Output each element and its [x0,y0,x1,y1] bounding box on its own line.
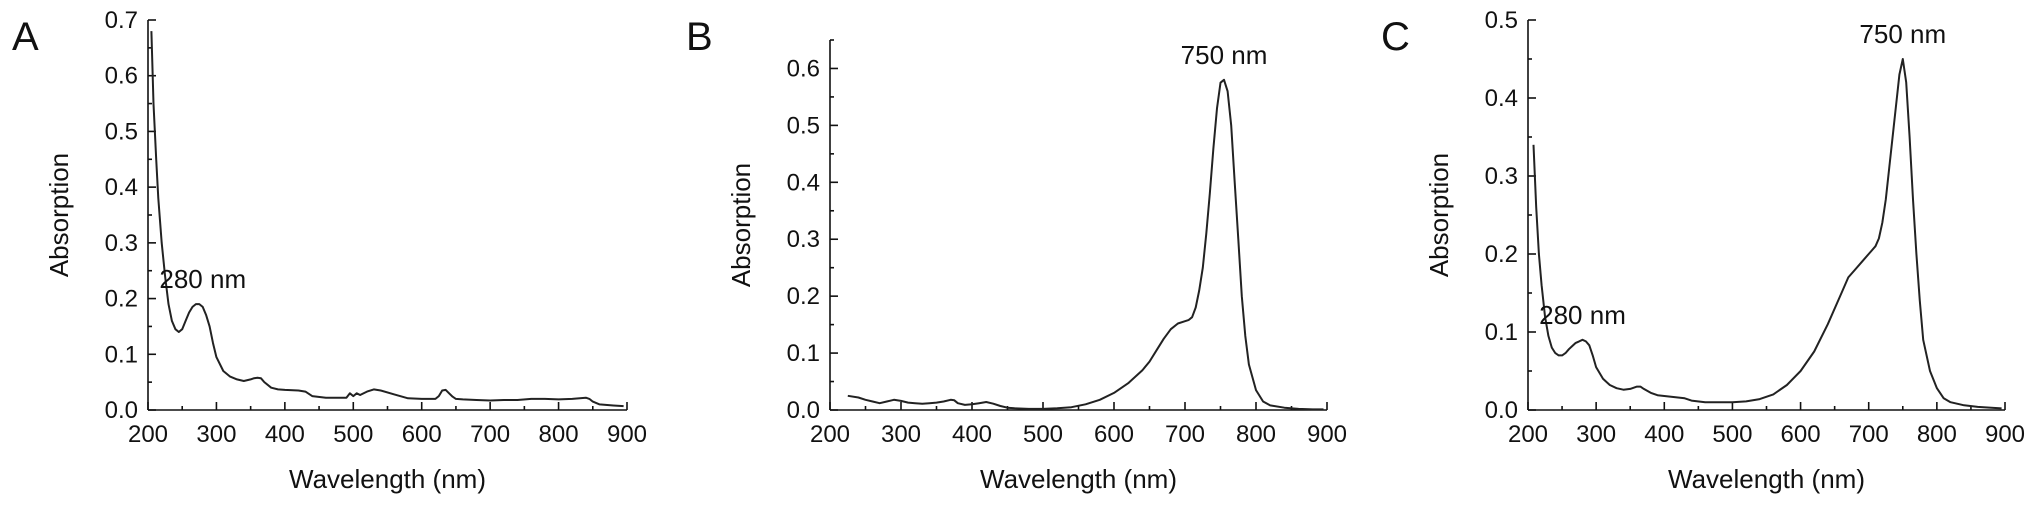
y-tick-label: 0.4 [787,169,820,196]
x-tick-label: 500 [333,421,373,448]
x-tick-label: 300 [881,421,921,448]
x-tick-label: 900 [1985,421,2025,448]
peak-annotation: 750 nm [1859,19,1946,49]
y-tick-label: 0.3 [1485,163,1518,190]
x-tick-label: 400 [1644,421,1684,448]
x-axis-title: Wavelength (nm) [980,464,1177,494]
x-axis-title: Wavelength (nm) [1668,464,1865,494]
x-tick-label: 800 [1236,421,1276,448]
y-tick-label: 0.1 [105,341,138,368]
y-tick-label: 0.0 [105,397,138,424]
y-tick-label: 0.0 [1485,397,1518,424]
x-tick-label: 200 [810,421,850,448]
y-tick-label: 0.3 [787,226,820,253]
x-tick-label: 200 [1508,421,1548,448]
y-tick-label: 0.2 [1485,241,1518,268]
panel-letter: C [1381,15,1410,59]
x-tick-label: 300 [196,421,236,448]
x-tick-label: 800 [539,421,579,448]
absorption-curve [1532,58,2002,410]
x-tick-label: 700 [1165,421,1205,448]
y-tick-label: 0.3 [105,230,138,257]
x-tick-label: 600 [402,421,442,448]
y-tick-label: 0.5 [1485,7,1518,34]
x-tick-label: 500 [1712,421,1752,448]
x-tick-label: 400 [952,421,992,448]
x-axis-title: Wavelength (nm) [289,464,486,494]
x-tick-label: 600 [1781,421,1821,448]
x-tick-label: 700 [470,421,510,448]
x-tick-label: 800 [1917,421,1957,448]
peak-annotation: 280 nm [159,264,246,294]
y-tick-label: 0.6 [105,63,138,90]
y-tick-label: 0.1 [787,340,820,367]
x-tick-label: 500 [1023,421,1063,448]
x-tick-label: 600 [1094,421,1134,448]
y-tick-label: 0.4 [105,174,138,201]
y-tick-label: 0.1 [1485,319,1518,346]
y-tick-label: 0.2 [787,283,820,310]
chart-panel-c: C 200 300 400 500 600 700 800 900 0.0 0.1 0.2 0.3 0.4… [1381,7,2025,494]
y-tick-label: 0.5 [105,118,138,145]
peak-annotation: 750 nm [1181,40,1268,70]
y-tick-label: 0.5 [787,112,820,139]
x-tick-label: 900 [1307,421,1347,448]
x-tick-label: 700 [1849,421,1889,448]
panel-letter: B [686,15,713,59]
y-axis-title: Absorption [1424,153,1454,277]
x-tick-label: 400 [265,421,305,448]
chart-panel-a: A 200 300 400 500 600 700 800 900 0.0 0.1 0.2 0.3 0.4… [12,7,647,494]
chart-panel-b: B 200 300 400 500 600 700 800 900 0.0 0.1 0.2 0.3 0.4… [686,15,1347,494]
x-tick-label: 900 [607,421,647,448]
y-tick-label: 0.0 [787,397,820,424]
x-tick-label: 300 [1576,421,1616,448]
absorption-curve [847,78,1324,411]
absorption-curve [150,31,624,408]
y-tick-label: 0.7 [105,7,138,34]
y-tick-label: 0.4 [1485,85,1518,112]
y-axis-title: Absorption [726,163,756,287]
y-tick-label: 0.2 [105,286,138,313]
panel-letter: A [12,15,39,59]
y-axis-title: Absorption [44,153,74,277]
y-tick-label: 0.6 [787,55,820,82]
x-tick-label: 200 [128,421,168,448]
peak-annotation: 280 nm [1539,300,1626,330]
